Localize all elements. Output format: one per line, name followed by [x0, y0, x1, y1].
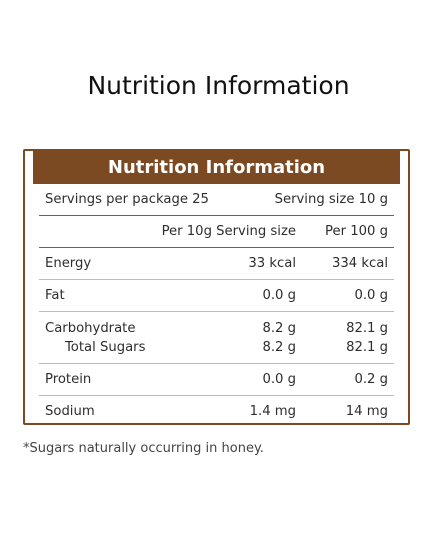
nutrient-name: Sodium: [45, 404, 95, 419]
column-header-per-serving: Per 10g Serving size: [161, 224, 296, 239]
sub-nutrient-name: Total Sugars: [65, 339, 146, 355]
sub-nutrient-per-100g: 82.1 g: [346, 339, 388, 355]
nutrient-row-sodium: Sodium 1.4 mg 14 mg: [39, 396, 394, 427]
nutrient-name: Carbohydrate: [45, 320, 136, 336]
nutrient-per-serving: 1.4 mg: [249, 404, 296, 419]
column-header-per-100g: Per 100 g: [325, 224, 388, 239]
page-title: Nutrition Information: [87, 71, 350, 100]
nutrient-row-protein: Protein 0.0 g 0.2 g: [39, 364, 394, 396]
panel-header: Nutrition Information: [33, 151, 400, 184]
nutrition-panel: Nutrition Information Servings per packa…: [23, 149, 410, 425]
nutrient-per-100g: 82.1 g: [346, 320, 388, 336]
footnote: *Sugars naturally occurring in honey.: [23, 441, 264, 456]
nutrient-row-energy: Energy 33 kcal 334 kcal: [39, 248, 394, 280]
nutrient-per-serving: 8.2 g: [262, 320, 296, 336]
serving-size: Serving size 10 g: [274, 192, 388, 207]
sub-nutrient-per-serving: 8.2 g: [262, 339, 296, 355]
nutrient-per-100g-stack: 82.1 g 82.1 g: [296, 321, 388, 355]
nutrient-row-carbohydrate: Carbohydrate Total Sugars 8.2 g 8.2 g 82…: [39, 312, 394, 364]
servings-summary-row: Servings per package 25 Serving size 10 …: [39, 184, 394, 216]
nutrient-per-serving-stack: 8.2 g 8.2 g: [159, 321, 296, 355]
nutrient-per-serving: 33 kcal: [248, 256, 296, 271]
servings-per-package: Servings per package 25: [45, 192, 209, 207]
nutrient-per-serving: 0.0 g: [262, 288, 296, 303]
nutrient-row-fat: Fat 0.0 g 0.0 g: [39, 280, 394, 312]
nutrient-name: Energy: [45, 256, 92, 271]
nutrient-name: Protein: [45, 372, 92, 387]
nutrient-per-100g: 0.2 g: [354, 372, 388, 387]
nutrient-per-100g: 14 mg: [345, 404, 388, 419]
nutrient-name-stack: Carbohydrate Total Sugars: [45, 321, 159, 355]
nutrient-per-100g: 334 kcal: [332, 256, 388, 271]
nutrient-name: Fat: [45, 288, 65, 303]
nutrient-per-serving: 0.0 g: [262, 372, 296, 387]
nutrient-per-100g: 0.0 g: [354, 288, 388, 303]
column-header-row: Per 10g Serving size Per 100 g: [39, 216, 394, 248]
